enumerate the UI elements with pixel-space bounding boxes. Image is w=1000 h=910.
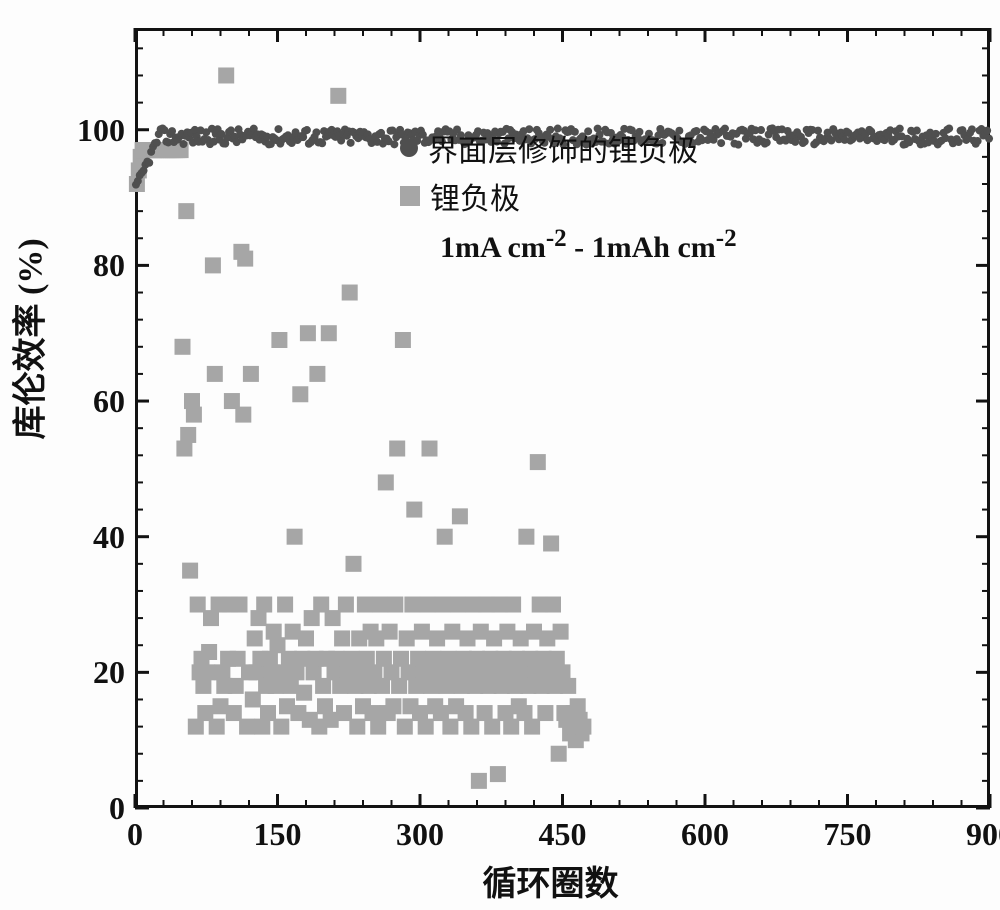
legend-label: 界面层修饰的锂负极 — [428, 126, 698, 170]
y-axis-label: 库伦效率 (%) — [3, 410, 52, 440]
legend-label: 锂负极 — [430, 174, 520, 218]
x-tick-label: 150 — [248, 816, 308, 853]
condition-annotation: 1mA cm-2 - 1mAh cm-2 — [440, 225, 737, 265]
x-axis-label: 循环圈数 — [483, 856, 619, 905]
y-tick-label: 40 — [93, 519, 125, 556]
circle-icon — [400, 139, 418, 157]
x-tick-label: 600 — [675, 816, 735, 853]
y-tick-label: 80 — [93, 247, 125, 284]
x-tick-label: 750 — [818, 816, 878, 853]
x-tick-label: 300 — [390, 816, 450, 853]
y-tick-label: 0 — [109, 790, 125, 827]
x-tick-label: 900 — [960, 816, 1000, 853]
y-tick-label: 20 — [93, 654, 125, 691]
square-icon — [400, 186, 420, 206]
x-tick-label: 450 — [533, 816, 593, 853]
legend-item: 界面层修饰的锂负极 — [400, 126, 698, 170]
legend-item: 锂负极 — [400, 174, 698, 218]
coulombic-efficiency-chart: 库伦效率 (%) 循环圈数 1mA cm-2 - 1mAh cm-2 界面层修饰… — [0, 0, 1000, 910]
y-tick-label: 60 — [93, 383, 125, 420]
legend: 界面层修饰的锂负极锂负极 — [400, 126, 698, 222]
y-tick-label: 100 — [77, 112, 125, 149]
